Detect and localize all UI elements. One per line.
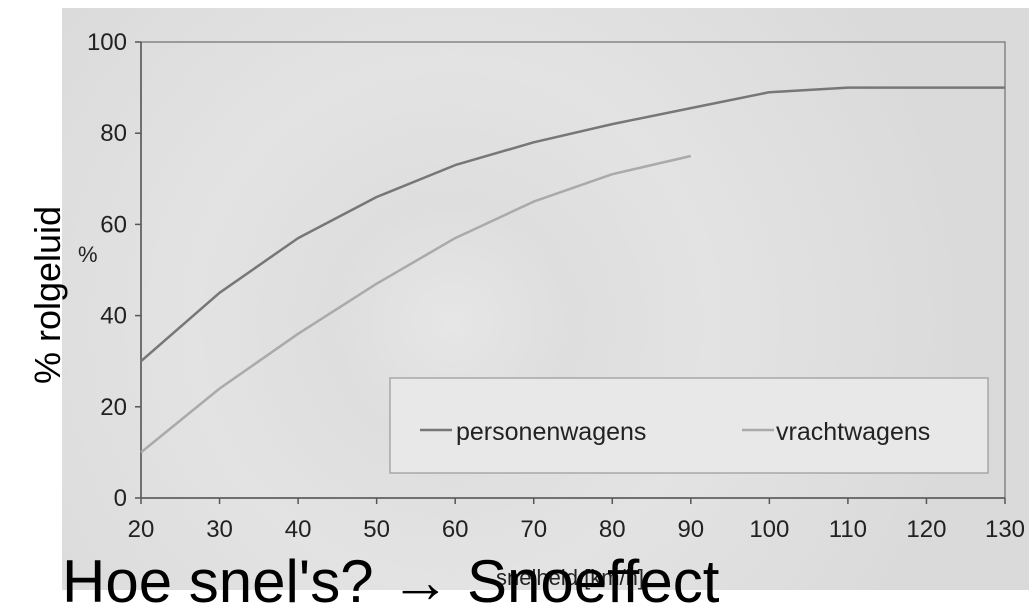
y-tick-label: 0 [114,485,127,512]
x-tick-label: 80 [599,516,626,543]
chart-background [62,8,1029,590]
series-line-vrachtwagens [140,154,692,454]
x-tick-label: 100 [749,516,789,543]
x-tick-label: 90 [677,516,704,543]
x-tick-label: 130 [985,516,1025,543]
x-tick-label: 60 [442,516,469,543]
series-lines [140,86,1005,454]
y-tick-label: 60 [100,211,127,238]
legend: personenwagens vrachtwagens [389,377,989,474]
x-tick-label: 70 [520,516,547,543]
legend-box [389,377,989,474]
y-axis-label: % [78,242,98,267]
x-tick-label: 30 [206,516,233,543]
y-tick-label: 40 [100,303,127,330]
x-tick-label: 40 [285,516,312,543]
y-tick-label: 20 [100,394,127,421]
slide-side-label: % rolgeluid [27,205,68,385]
x-tick-label: 20 [128,516,155,543]
slide-caption: Hoe snel's? → Snoeffect [62,548,720,615]
x-tick-label: 50 [363,516,390,543]
x-axis-label: snelheid [km/h] [496,565,644,590]
x-tick-label: 120 [906,516,946,543]
x-axis-ticks: 20 30 40 50 60 70 80 90 100 110 120 130 [128,498,1025,543]
y-tick-label: 80 [100,120,127,147]
legend-label-personenwagens: personenwagens [456,418,646,446]
axes [140,41,1006,499]
series-line-personenwagens [140,86,1005,363]
x-tick-label: 110 [829,516,867,543]
legend-label-vrachtwagens: vrachtwagens [776,418,930,446]
y-axis-ticks: 0 20 40 60 80 100 [87,29,141,512]
y-tick-label: 100 [87,29,127,56]
